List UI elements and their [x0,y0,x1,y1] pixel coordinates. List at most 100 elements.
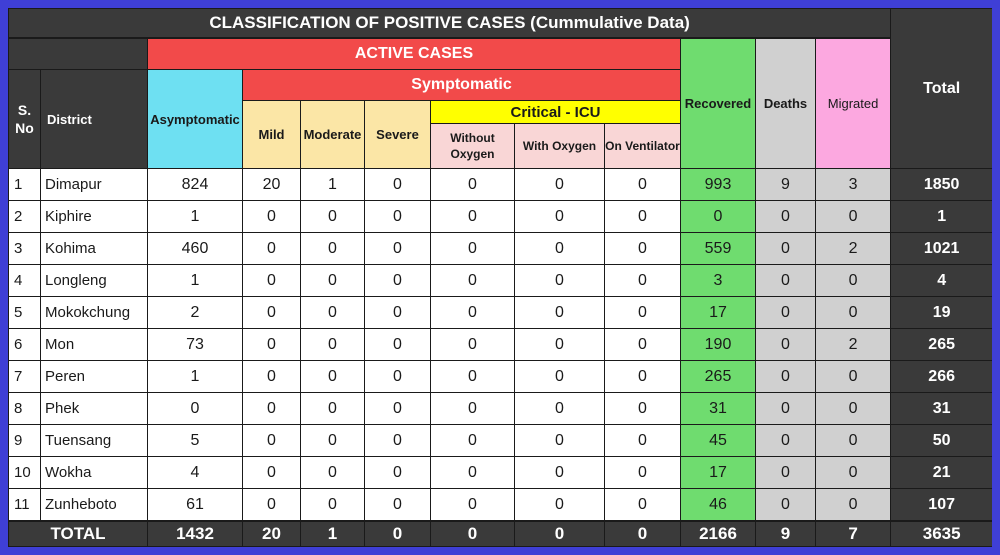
cell-on-ventilator: 0 [604,488,681,522]
total-recovered: 2166 [680,520,756,547]
cell-with-oxygen: 0 [514,488,605,522]
cell-moderate: 0 [300,232,365,265]
cell-mild: 20 [242,168,301,201]
cell-moderate: 1 [300,168,365,201]
cell-with-oxygen: 0 [514,392,605,425]
cell-with-oxygen: 0 [514,264,605,297]
cell-without-oxygen: 0 [430,264,515,297]
table-row: 3 Kohima 460 0 0 0 0 0 0 559 0 2 1021 [8,232,992,265]
cell-mild: 0 [242,360,301,393]
cell-on-ventilator: 0 [604,232,681,265]
total-on-ventilator: 0 [604,520,681,547]
table-title: CLASSIFICATION OF POSITIVE CASES (Cummul… [8,8,892,39]
cell-migrated: 3 [814,168,892,201]
cell-deaths: 9 [755,168,816,201]
cell-total: 1 [890,200,992,233]
cell-migrated: 0 [814,392,892,425]
cell-moderate: 0 [300,488,365,522]
cell-recovered: 190 [680,328,756,361]
cell-sno: 2 [8,200,41,233]
header-sno: S. No [8,69,41,169]
cell-total: 4 [890,264,992,297]
cell-district: Peren [40,360,148,393]
cell-without-oxygen: 0 [430,488,515,522]
cell-deaths: 0 [755,232,816,265]
cell-deaths: 0 [755,488,816,522]
total-severe: 0 [364,520,431,547]
cell-migrated: 0 [814,200,892,233]
cell-moderate: 0 [300,296,365,329]
total-migrated: 7 [814,520,892,547]
header-district: District [40,69,148,169]
cell-total: 1021 [890,232,992,265]
cell-sno: 8 [8,392,41,425]
table-row: 1 Dimapur 824 20 1 0 0 0 0 993 9 3 1850 [8,168,992,201]
total-without-oxygen: 0 [430,520,515,547]
cell-severe: 0 [364,200,431,233]
cell-sno: 11 [8,488,41,522]
cell-district: Tuensang [40,424,148,457]
header-on-ventilator: On Ventilator [604,123,681,169]
cell-recovered: 17 [680,296,756,329]
cell-mild: 0 [242,456,301,489]
cell-deaths: 0 [755,360,816,393]
cell-migrated: 0 [814,264,892,297]
cell-migrated: 2 [814,232,892,265]
cell-asymptomatic: 61 [147,488,243,522]
cell-on-ventilator: 0 [604,424,681,457]
cell-with-oxygen: 0 [514,424,605,457]
cell-sno: 7 [8,360,41,393]
cell-total: 266 [890,360,992,393]
cell-recovered: 265 [680,360,756,393]
cell-with-oxygen: 0 [514,360,605,393]
cell-district: Zunheboto [40,488,148,522]
cell-severe: 0 [364,360,431,393]
cell-mild: 0 [242,296,301,329]
cell-without-oxygen: 0 [430,328,515,361]
cell-deaths: 0 [755,328,816,361]
cell-moderate: 0 [300,264,365,297]
cell-total: 31 [890,392,992,425]
table-row: 5 Mokokchung 2 0 0 0 0 0 0 17 0 0 19 [8,296,992,329]
cases-table-frame: CLASSIFICATION OF POSITIVE CASES (Cummul… [8,8,992,547]
cell-recovered: 46 [680,488,756,522]
total-asymptomatic: 1432 [147,520,243,547]
total-grand: 3635 [890,520,992,547]
cell-migrated: 0 [814,360,892,393]
cell-total: 19 [890,296,992,329]
cell-mild: 0 [242,392,301,425]
cell-moderate: 0 [300,456,365,489]
cell-recovered: 17 [680,456,756,489]
cell-deaths: 0 [755,296,816,329]
cell-severe: 0 [364,488,431,522]
cell-severe: 0 [364,296,431,329]
totals-row: TOTAL 1432 20 1 0 0 0 0 2166 9 7 3635 [8,520,992,547]
table-row: 6 Mon 73 0 0 0 0 0 0 190 0 2 265 [8,328,992,361]
cell-sno: 3 [8,232,41,265]
cell-asymptomatic: 2 [147,296,243,329]
cell-with-oxygen: 0 [514,200,605,233]
cell-district: Phek [40,392,148,425]
cell-deaths: 0 [755,456,816,489]
cell-without-oxygen: 0 [430,424,515,457]
cell-asymptomatic: 1 [147,200,243,233]
cell-mild: 0 [242,488,301,522]
cell-total: 107 [890,488,992,522]
cell-mild: 0 [242,424,301,457]
cell-district: Mokokchung [40,296,148,329]
table-row: 11 Zunheboto 61 0 0 0 0 0 0 46 0 0 107 [8,488,992,522]
cell-on-ventilator: 0 [604,168,681,201]
cell-asymptomatic: 460 [147,232,243,265]
cell-without-oxygen: 0 [430,232,515,265]
header-deaths: Deaths [755,37,816,169]
cell-asymptomatic: 1 [147,360,243,393]
cell-mild: 0 [242,232,301,265]
cell-severe: 0 [364,392,431,425]
cell-severe: 0 [364,264,431,297]
cell-sno: 10 [8,456,41,489]
cell-district: Kohima [40,232,148,265]
header-active-cases: ACTIVE CASES [147,37,681,70]
cell-moderate: 0 [300,392,365,425]
cell-migrated: 0 [814,296,892,329]
total-mild: 20 [242,520,301,547]
